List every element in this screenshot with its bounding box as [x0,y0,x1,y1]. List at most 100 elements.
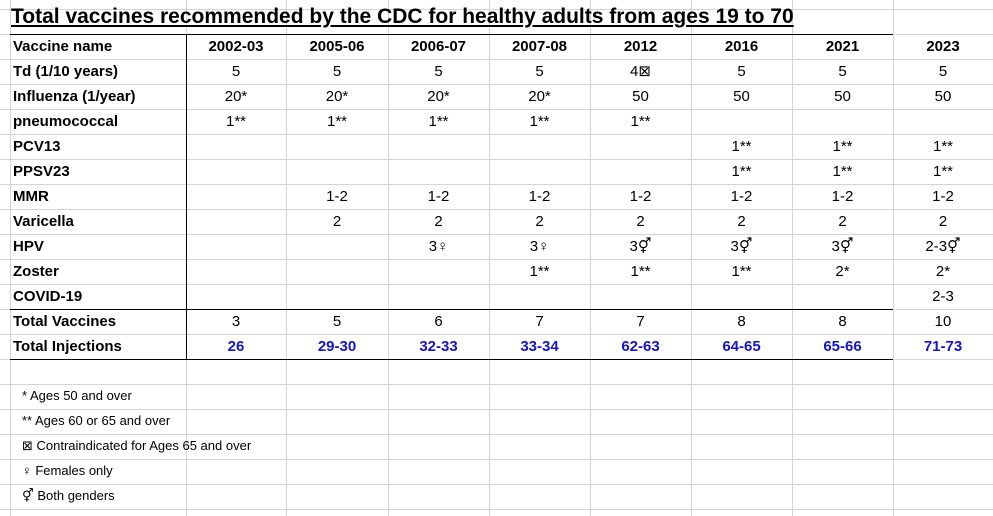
table-cell [388,259,489,284]
table-cell: 5 [838,63,847,80]
table-cell: 50 [632,88,649,105]
column-header-vaccine-name: Vaccine name [13,38,113,55]
table-cell: 50 [733,88,750,105]
column-header-2023: 2023 [926,38,960,55]
table-cell: 5 [434,63,443,80]
table-cell: 5 [737,63,746,80]
table-cell: 1** [832,163,853,180]
table-cell [590,134,691,159]
table-cell: 2* [935,263,951,280]
table-cell: 1** [529,263,550,280]
table-cell [286,259,388,284]
table-cell: 3♀ [428,238,449,255]
row-label: COVID-19 [13,288,83,305]
total-injections-cell: 64-65 [722,338,761,355]
table-cell [186,259,286,284]
total-injections-cell: 32-33 [419,338,458,355]
table-cell [286,234,388,259]
table-cell [388,159,489,184]
table-cell: 50 [934,88,952,105]
column-header-2007-08: 2007-08 [511,38,568,55]
total-vaccines-cell: 7 [535,313,544,330]
column-header-2002-03: 2002-03 [208,38,264,55]
table-cell [186,234,286,259]
table-cell [691,109,792,134]
column-header-2016: 2016 [724,38,759,55]
table-cell [893,109,993,134]
table-cell [691,284,792,309]
table-cell [388,284,489,309]
table-cell [186,184,286,209]
total-injections-cell: 71-73 [923,338,963,355]
table-cell: 20* [528,88,551,105]
column-header-2006-07: 2006-07 [410,38,467,55]
table-cell [489,134,590,159]
table-cell: 2 [838,213,847,230]
footnote: ⊠ Contraindicated for Ages 65 and over [22,438,252,453]
footnote: ♀ Females only [22,463,113,478]
total-injections-cell: 62-63 [621,338,660,355]
table-cell [792,109,893,134]
row-label: HPV [13,238,44,255]
table-cell: 2 [332,213,342,230]
row-label: Td (1/10 years) [13,63,119,80]
table-cell: 2 [535,213,544,230]
table-cell [590,284,691,309]
table-cell: 2* [835,263,850,280]
total-injections-cell: 33-34 [520,338,559,355]
table-cell: 2 [636,213,645,230]
total-vaccines-cell: 6 [434,313,443,330]
row-label: Zoster [13,263,59,280]
table-cell: 20* [224,88,248,105]
table-cell: 3♀ [529,238,550,255]
table-cell: 1-2 [326,188,348,205]
table-cell [286,134,388,159]
row-label: Influenza (1/year) [13,88,136,105]
table-cell: 1-2 [528,188,551,205]
table-cell: 2 [938,213,948,230]
table-cell: 1** [731,263,752,280]
table-cell: 1** [932,163,954,180]
total-vaccines-cell: 10 [934,313,952,330]
column-header-2005-06: 2005-06 [309,38,365,55]
table-cell: 1** [630,263,651,280]
column-header-2012: 2012 [623,38,658,55]
table-cell [590,159,691,184]
table-cell: 1-2 [427,188,450,205]
footnote: ⚥ Both genders [22,488,115,503]
table-cell: 1** [731,138,752,155]
column-header-2021: 2021 [825,38,860,55]
table-cell: 3⚥ [831,238,854,255]
table-cell: 4⊠ [630,63,651,80]
table-cell: 1** [225,113,247,130]
table-cell: 20* [325,88,349,105]
total-vaccines-cell: 5 [332,313,342,330]
table-cell: 5 [535,63,544,80]
footnote: ** Ages 60 or 65 and over [22,413,171,428]
total-vaccines-cell: 3 [231,313,241,330]
table-cell: 1** [832,138,853,155]
table-cell [286,284,388,309]
table-cell: 2-3 [932,288,954,305]
table-cell: 1-2 [730,188,753,205]
table-cell: 1** [932,138,954,155]
total-injections-label: Total Injections [13,338,122,355]
table-cell: 1** [529,113,550,130]
table-cell: 1-2 [629,188,652,205]
row-label: PCV13 [13,138,61,155]
table-cell: 1-2 [932,188,954,205]
table-cell [388,134,489,159]
table-cell [489,159,590,184]
table-cell [489,284,590,309]
table-cell [186,134,286,159]
footnote: * Ages 50 and over [22,388,132,403]
table-cell [186,284,286,309]
table-cell: 20* [427,88,450,105]
row-label: pneumococcal [13,113,119,130]
total-vaccines-label: Total Vaccines [13,313,117,330]
table-cell: 1-2 [831,188,854,205]
total-vaccines-cell: 8 [838,313,847,330]
total-vaccines-cell: 7 [636,313,645,330]
